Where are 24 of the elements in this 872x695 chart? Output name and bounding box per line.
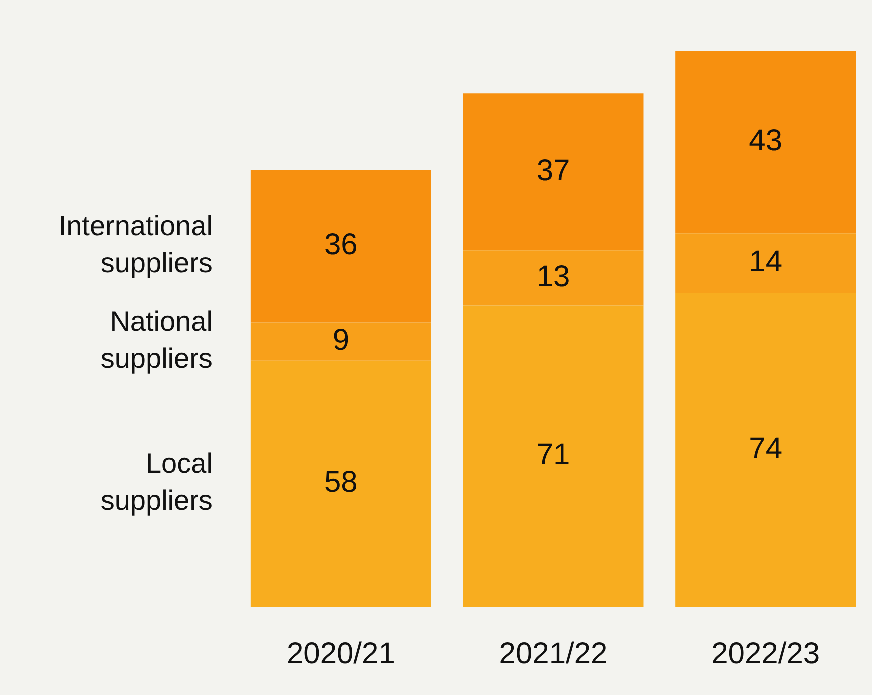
bar	[676, 293, 856, 607]
data-label: 58	[324, 466, 358, 500]
bar	[250, 360, 432, 607]
series-label: Local suppliers	[100, 448, 213, 516]
bar	[676, 51, 856, 234]
bar	[676, 234, 856, 294]
data-label: 37	[536, 154, 570, 188]
data-label: 36	[324, 228, 358, 262]
bar	[463, 306, 644, 607]
bar	[250, 170, 432, 323]
data-label: 9	[332, 324, 350, 358]
bar	[463, 94, 644, 251]
x-tick-label: 2021/22	[499, 637, 608, 670]
data-label: 13	[536, 260, 570, 294]
bar	[250, 322, 432, 361]
data-label: 43	[749, 124, 783, 158]
bar	[463, 250, 644, 306]
data-label: 74	[749, 432, 783, 466]
series-label: National suppliers	[100, 306, 213, 374]
data-label: 71	[536, 438, 570, 472]
x-tick-label: 2020/21	[286, 637, 396, 670]
x-tick-label: 2022/23	[712, 637, 820, 670]
data-label: 14	[749, 246, 783, 279]
series-label: International suppliers	[58, 210, 213, 279]
